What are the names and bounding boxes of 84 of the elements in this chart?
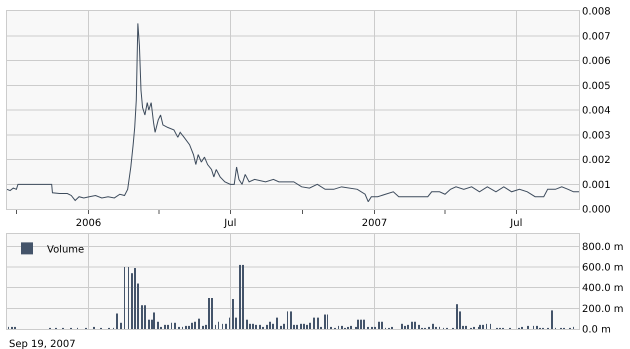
x-tick-label: Jul [223,218,236,230]
bar [164,324,166,329]
bar [116,314,118,329]
y-tick-label: 800.0 m [582,242,624,253]
bar [350,326,352,329]
y-tick-label: 0.000 [582,204,611,216]
bar [144,305,146,329]
bar [188,326,190,329]
bar [276,318,278,329]
bar [255,324,257,329]
bar [465,326,467,329]
bar [225,324,227,329]
bar [432,324,434,329]
bar [167,324,169,329]
bar [363,320,365,329]
bar [551,310,553,329]
bar [536,326,538,329]
y-tick-label: 0.003 [582,130,611,142]
y-tick-label: 600.0 m [582,262,624,274]
bar [141,305,143,329]
y-tick-label: 0.004 [582,106,611,117]
bar [246,320,248,329]
bar [381,322,383,329]
bar [317,318,319,329]
y-tick-label: 0.0 m [582,324,611,336]
bar [303,324,305,329]
bar [324,314,326,329]
bar [456,304,458,329]
bar [360,320,362,329]
bar [300,324,302,329]
bar [401,324,403,329]
bar [414,322,416,329]
bar [418,324,420,329]
y-tick-label: 0.007 [582,31,611,42]
bar [407,324,409,329]
bar [153,312,155,329]
bar [306,324,308,329]
text: Sep 19, 2007 [9,339,76,349]
bar [272,324,274,329]
bar [269,322,271,329]
y-tick-label: 0.001 [582,180,611,191]
bar [174,322,176,329]
y-tick-label: 0.005 [582,80,611,92]
bar [211,298,213,329]
bar [482,324,484,329]
bar [259,324,261,329]
x-tick-label: 2006 [76,218,102,230]
bar [239,264,241,329]
bar [134,268,136,329]
bar [283,324,285,329]
line-series [7,22,579,202]
bar [198,318,200,329]
legend-label: Volume [47,244,84,256]
bar [357,320,359,329]
bar [249,324,251,329]
bar [404,326,406,329]
bar [185,326,187,329]
bar [296,324,298,329]
bar [290,311,292,329]
bar [313,318,315,329]
bar [527,326,529,329]
bar [191,322,193,329]
bar [194,322,196,329]
bar [242,264,244,329]
bar [411,322,413,329]
bar [341,326,343,329]
y-tick-label: 200.0 m [582,304,624,315]
bar [309,322,311,329]
x-tick-label: 2007 [362,218,388,230]
bar [202,326,204,329]
bar [120,322,122,329]
bar [157,322,159,329]
bar [232,299,234,329]
bar [252,324,254,329]
bar [266,324,268,329]
y-tick-label: 0.008 [582,6,611,18]
x-tick-label: Jul [509,218,522,230]
y-tick-label: 0.002 [582,155,611,166]
bar [148,320,150,329]
y-tick-label: 0.006 [582,56,611,68]
bar [378,322,380,329]
bar [280,326,282,329]
bar [208,298,210,329]
y-tick-label: 400.0 m [582,283,624,294]
